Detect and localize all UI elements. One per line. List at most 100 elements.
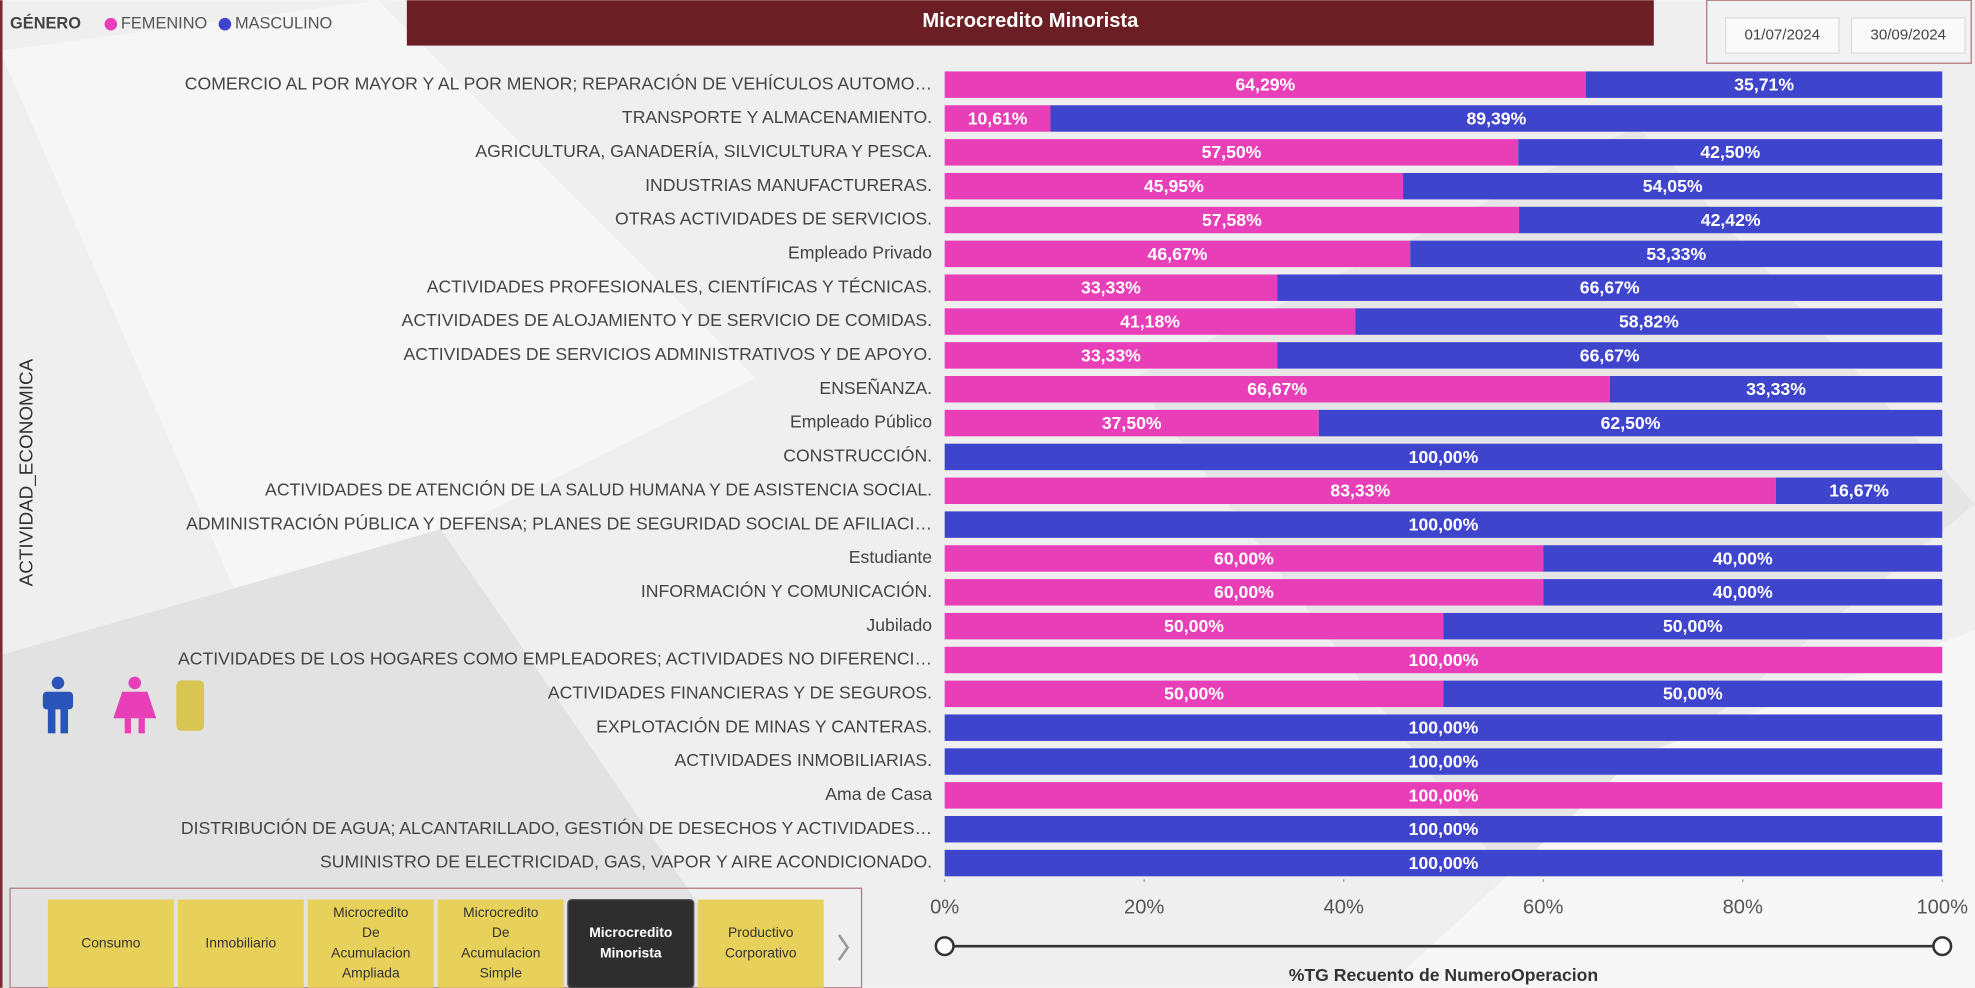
tab-label: Acumulacion: [331, 944, 410, 960]
bar-segment: [1443, 680, 1943, 708]
bar-segment: [944, 545, 1544, 572]
date-to-box[interactable]: [1850, 17, 1966, 54]
y-tick-label: Estudiante: [849, 547, 932, 567]
tab-label: Acumulacion: [461, 944, 540, 960]
icon-male: [47, 708, 56, 734]
data-label: 100,00%: [1409, 751, 1479, 771]
y-tick-label: ENSEÑANZA.: [819, 377, 932, 398]
bar-segment: [944, 714, 1943, 741]
bar-segment: [944, 206, 1520, 234]
data-label: 66,67%: [1580, 345, 1640, 365]
data-label: 66,67%: [1580, 278, 1640, 298]
bar-segment: [1543, 579, 1943, 606]
y-tick-label: INDUSTRIAS MANUFACTURERAS.: [645, 175, 932, 195]
y-tick-label: ACTIVIDADES INMOBILIARIAS.: [675, 750, 933, 770]
icon-female: [113, 691, 157, 719]
tab[interactable]: [437, 899, 564, 988]
icon-female: [138, 718, 145, 734]
data-label: 16,67%: [1829, 481, 1889, 501]
header-bar: [406, 0, 1654, 46]
bar-segment: [944, 612, 1444, 640]
data-label: 50,00%: [1164, 616, 1224, 636]
bar-segment: [1543, 545, 1943, 572]
tab-label: Corporativo: [725, 944, 797, 960]
tab-label: Microcredito: [589, 924, 672, 940]
data-label: 100,00%: [1409, 785, 1479, 805]
bar-segment: [944, 308, 1356, 335]
bar-segment: [1443, 612, 1943, 640]
legend-swatch: [218, 17, 232, 31]
bar-segment: [1318, 409, 1943, 437]
tab[interactable]: [697, 899, 824, 988]
bar-segment: [944, 680, 1444, 708]
data-label: 66,67%: [1247, 379, 1307, 399]
y-tick-label: OTRAS ACTIVIDADES DE SERVICIOS.: [615, 209, 932, 229]
tab-label: Ampliada: [342, 965, 400, 981]
data-label: 42,42%: [1701, 210, 1761, 230]
tab-label: De: [362, 924, 380, 940]
x-tick-label: 80%: [1723, 897, 1763, 919]
data-label: 35,71%: [1734, 75, 1794, 95]
data-label: 100,00%: [1409, 819, 1479, 839]
bar-segment: [944, 409, 1319, 437]
bar-segment: [1403, 172, 1943, 200]
tab-label: Simple: [480, 965, 523, 981]
data-label: 46,67%: [1148, 244, 1208, 264]
bar-segment: [944, 815, 1943, 843]
bar-segment: [944, 105, 1051, 132]
date-to: 30/09/2024: [1870, 27, 1946, 44]
tab-label: Inmobiliario: [205, 934, 276, 950]
tab[interactable]: [47, 899, 174, 988]
tab[interactable]: [177, 899, 304, 988]
bar-segment: [944, 511, 1943, 538]
tab-label: Productivo: [728, 924, 794, 940]
header-title: Microcredito Minorista: [922, 10, 1139, 32]
x-tick-label: 0%: [930, 897, 959, 919]
y-tick-label: Ama de Casa: [825, 784, 932, 804]
bg-shape: [0, 529, 756, 988]
bar-segment: [944, 579, 1544, 606]
data-label: 89,39%: [1466, 108, 1526, 128]
bar-segment: [944, 342, 1278, 369]
data-label: 33,33%: [1081, 345, 1141, 365]
slider-handle[interactable]: [1932, 936, 1953, 957]
tab-label: Minorista: [600, 944, 662, 960]
x-tick-label: 100%: [1916, 897, 1968, 919]
gender-icons: [42, 676, 205, 734]
y-tick-label: ADMINISTRACIÓN PÚBLICA Y DEFENSA; PLANES…: [186, 512, 932, 533]
y-tick-label: ACTIVIDADES DE ATENCIÓN DE LA SALUD HUMA…: [265, 478, 932, 499]
date-from-box[interactable]: [1724, 17, 1840, 54]
bar-segment: [944, 274, 1278, 301]
data-label: 40,00%: [1713, 548, 1773, 568]
slider-handle[interactable]: [934, 936, 955, 957]
bar-segment: [1775, 477, 1943, 505]
icon-male: [42, 691, 74, 710]
y-tick-label: Empleado Público: [790, 412, 932, 432]
y-tick-label: TRANSPORTE Y ALMACENAMIENTO.: [622, 107, 932, 127]
y-tick-label: ACTIVIDADES FINANCIERAS Y DE SEGUROS.: [548, 682, 932, 702]
y-tick-label: Jubilado: [866, 615, 932, 635]
data-label: 54,05%: [1643, 176, 1703, 196]
icon-female: [128, 676, 142, 690]
bar-segment: [944, 240, 1411, 268]
y-tick-label: ACTIVIDADES PROFESIONALES, CIENTÍFICAS Y…: [427, 276, 932, 296]
data-label: 45,95%: [1144, 176, 1204, 196]
bar-segment: [944, 782, 1943, 809]
bar-segment: [944, 376, 1610, 403]
data-label: 100,00%: [1409, 650, 1479, 670]
date-from: 01/07/2024: [1744, 27, 1820, 44]
tab-next[interactable]: [837, 934, 850, 961]
data-label: 41,18%: [1120, 311, 1180, 331]
data-label: 33,33%: [1746, 379, 1806, 399]
icon-female: [124, 718, 131, 734]
tab[interactable]: [307, 899, 434, 988]
y-tick-label: DISTRIBUCIÓN DE AGUA; ALCANTARILLADO, GE…: [181, 817, 932, 838]
y-tick-label: Empleado Privado: [788, 243, 932, 263]
legend-label: FEMENINO: [121, 15, 207, 33]
bar-segment: [1518, 139, 1943, 166]
data-label: 37,50%: [1102, 413, 1162, 433]
bar-segment: [944, 71, 1587, 98]
data-label: 64,29%: [1235, 75, 1295, 95]
y-axis-title: ACTIVIDAD_ECONOMICA: [17, 358, 38, 586]
